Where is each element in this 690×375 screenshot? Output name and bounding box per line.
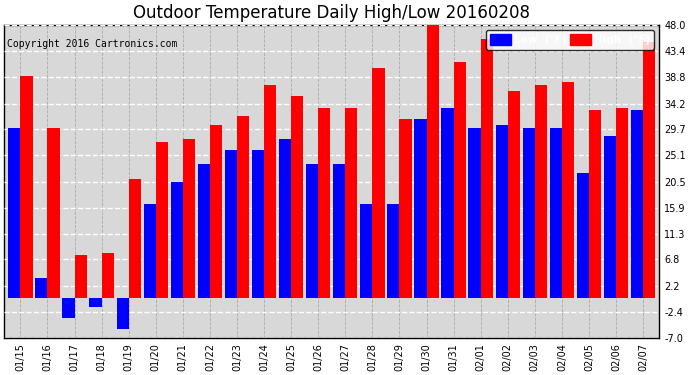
Bar	[360, 204, 373, 298]
Bar	[481, 39, 493, 298]
Bar	[535, 85, 547, 298]
Bar	[333, 165, 345, 298]
Bar	[426, 22, 439, 298]
Bar	[522, 128, 535, 298]
Bar	[225, 150, 237, 298]
Bar	[616, 108, 628, 298]
Bar	[550, 128, 562, 298]
Bar	[387, 204, 400, 298]
Bar	[170, 182, 183, 298]
Bar	[495, 124, 508, 298]
Bar	[101, 253, 114, 298]
Bar	[117, 298, 129, 330]
Bar	[75, 255, 87, 298]
Bar	[35, 278, 48, 298]
Bar	[345, 108, 357, 298]
Bar	[414, 119, 426, 298]
Legend: Low  (°F), High  (°F): Low (°F), High (°F)	[486, 30, 654, 50]
Bar	[62, 298, 75, 318]
Bar	[400, 119, 412, 298]
Bar	[252, 150, 264, 298]
Bar	[291, 96, 304, 298]
Bar	[442, 108, 453, 298]
Bar	[604, 136, 616, 298]
Bar	[318, 108, 331, 298]
Bar	[144, 204, 156, 298]
Bar	[469, 128, 481, 298]
Title: Outdoor Temperature Daily High/Low 20160208: Outdoor Temperature Daily High/Low 20160…	[133, 4, 530, 22]
Text: Copyright 2016 Cartronics.com: Copyright 2016 Cartronics.com	[7, 39, 177, 50]
Bar	[21, 76, 32, 298]
Bar	[237, 116, 249, 298]
Bar	[8, 128, 21, 298]
Bar	[562, 82, 574, 298]
Bar	[156, 142, 168, 298]
Bar	[198, 165, 210, 298]
Bar	[279, 139, 291, 298]
Bar	[264, 85, 276, 298]
Bar	[453, 62, 466, 298]
Bar	[508, 90, 520, 298]
Bar	[183, 139, 195, 298]
Bar	[589, 110, 601, 298]
Bar	[306, 165, 318, 298]
Bar	[631, 110, 643, 298]
Bar	[210, 124, 222, 298]
Bar	[90, 298, 101, 307]
Bar	[577, 173, 589, 298]
Bar	[373, 68, 384, 298]
Bar	[48, 128, 59, 298]
Bar	[129, 179, 141, 298]
Bar	[643, 42, 656, 298]
